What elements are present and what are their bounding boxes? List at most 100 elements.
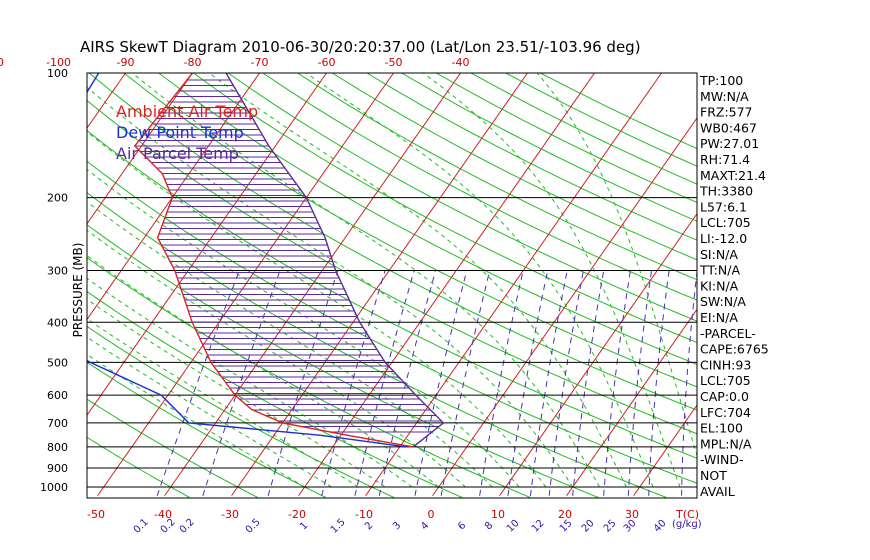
- dry-adiabat: [436, 73, 697, 204]
- dry-adiabat: [227, 73, 697, 322]
- legend: Ambient Air Temp Dew Point Temp Air Parc…: [116, 102, 258, 163]
- isotherm: [365, 73, 662, 497]
- legend-parcel: Air Parcel Temp: [116, 144, 239, 163]
- isotherm: [499, 212, 697, 497]
- mixing-ratio-label: 3: [391, 520, 403, 532]
- mixing-ratio-label: 12: [530, 518, 547, 535]
- isotherm: [97, 73, 394, 497]
- moist-adiabat: [536, 73, 697, 458]
- stability-index-item: NOT: [700, 468, 727, 483]
- mixing-unit-label: (g/kg): [672, 519, 702, 530]
- bottom-unit-label: T(C): [675, 508, 699, 521]
- series-line-ambient-air-temp: [133, 73, 414, 448]
- stability-index-item: FRZ:577: [700, 105, 753, 120]
- series-line-air-parcel-temp: [225, 73, 445, 448]
- moist-adiabat: [131, 73, 600, 488]
- stability-index-item: MW:N/A: [700, 89, 749, 104]
- dry-adiabat: [193, 73, 697, 344]
- legend-dewpoint: Dew Point Temp: [116, 123, 244, 142]
- isotherm: [566, 308, 697, 497]
- stability-index-item: EI:N/A: [700, 310, 738, 325]
- mixing-ratio-line: [627, 270, 652, 496]
- pressure-tick-label: 400: [47, 316, 68, 329]
- dry-adiabat: [123, 73, 697, 388]
- stability-index-item: MAXT:21.4: [700, 168, 766, 183]
- stability-index-item: TP:100: [699, 73, 743, 88]
- isotherm: [0, 73, 59, 496]
- mixing-ratio-label: 4: [419, 520, 431, 532]
- bottom-tick-label: -30: [221, 508, 239, 521]
- top-tick-label: -60: [318, 56, 336, 69]
- mixing-ratio-line: [202, 270, 281, 496]
- mixing-ratio-label: 8: [483, 520, 495, 532]
- stability-index-item: CAPE:6765: [700, 342, 769, 357]
- mixing-ratio-line: [648, 270, 670, 496]
- mixing-ratio-line: [603, 270, 631, 496]
- pressure-tick-label: 500: [47, 356, 68, 369]
- legend-ambient: Ambient Air Temp: [116, 102, 258, 121]
- y-axis-label: PRESSURE (MB): [71, 243, 85, 338]
- mixing-ratio-line: [321, 270, 386, 496]
- dry-adiabat: [158, 73, 697, 366]
- pressure-tick-label: 200: [47, 192, 68, 205]
- top-tick-label: -50: [385, 56, 403, 69]
- moist-adiabat: [87, 336, 332, 488]
- stability-index-item: WB0:467: [700, 120, 757, 135]
- mixing-ratio-line: [681, 270, 697, 496]
- pressure-tick-label: 300: [47, 265, 68, 278]
- series-line-dew-point-temp: [87, 73, 407, 448]
- dry-adiabat: [505, 73, 697, 167]
- moist-adiabat: [422, 73, 681, 488]
- mixing-ratio-label: 10: [505, 518, 522, 535]
- top-tick-label: -70: [251, 56, 269, 69]
- isotherm: [231, 73, 528, 497]
- isotherm: [298, 73, 595, 497]
- moist-adiabat: [208, 73, 627, 488]
- mixing-ratio-line: [572, 270, 605, 496]
- stability-index-item: -PARCEL-: [700, 326, 756, 341]
- stability-index-item: LCL:705: [700, 373, 751, 388]
- mixing-ratio-label: 1: [298, 520, 310, 532]
- stability-index-item: SI:N/A: [700, 247, 738, 262]
- isotherm: [768, 73, 870, 496]
- mixing-ratio-line: [267, 270, 339, 496]
- moist-adiabat: [87, 201, 493, 488]
- bottom-tick-label: 30: [625, 508, 639, 521]
- dry-adiabat: [366, 73, 697, 241]
- moist-adiabat: [87, 277, 413, 488]
- stability-index-item: L57:6.1: [700, 199, 747, 214]
- top-tick-label: -100: [46, 56, 71, 69]
- isotherm: [87, 73, 327, 417]
- stability-index-item: TT:N/A: [699, 263, 740, 278]
- mixing-ratio-line: [529, 270, 568, 496]
- pressure-tick-label: 100: [47, 67, 68, 80]
- mixing-ratio-line: [479, 270, 524, 496]
- moist-adiabat: [87, 255, 440, 488]
- bottom-tick-label: 20: [558, 508, 572, 521]
- stability-index-item: RH:71.4: [700, 152, 750, 167]
- stability-index-item: MPL:N/A: [700, 436, 752, 451]
- stability-index-item: PW:27.01: [700, 136, 759, 151]
- isotherm: [633, 404, 697, 497]
- cape-hatching: [134, 79, 442, 433]
- pressure-tick-label: 800: [47, 441, 68, 454]
- profile-lines: [87, 73, 445, 448]
- moist-adiabat: [87, 86, 574, 488]
- pressure-tick-label: 900: [47, 462, 68, 475]
- mixing-ratio-line: [414, 270, 468, 496]
- mixing-ratio-line: [507, 270, 549, 496]
- stability-index-item: -WIND-: [700, 452, 744, 467]
- mixing-ratio-label: 25: [602, 518, 619, 535]
- mixing-ratio-label: 2: [363, 520, 375, 532]
- top-tick-label: -40: [452, 56, 470, 69]
- stability-index-item: TH:3380: [699, 184, 753, 199]
- top-tick-label: -90: [117, 56, 135, 69]
- axis-labels: -120-110-100-90-80-70-60-50-40-50-40-30-…: [0, 56, 669, 536]
- bottom-tick-label: -40: [154, 508, 172, 521]
- bottom-tick-label: 10: [491, 508, 505, 521]
- moist-adiabat: [87, 131, 547, 488]
- mixing-ratio-label: 40: [652, 518, 669, 535]
- stability-index-item: LFC:704: [700, 405, 751, 420]
- mixing-ratio-label: 1.5: [329, 517, 348, 536]
